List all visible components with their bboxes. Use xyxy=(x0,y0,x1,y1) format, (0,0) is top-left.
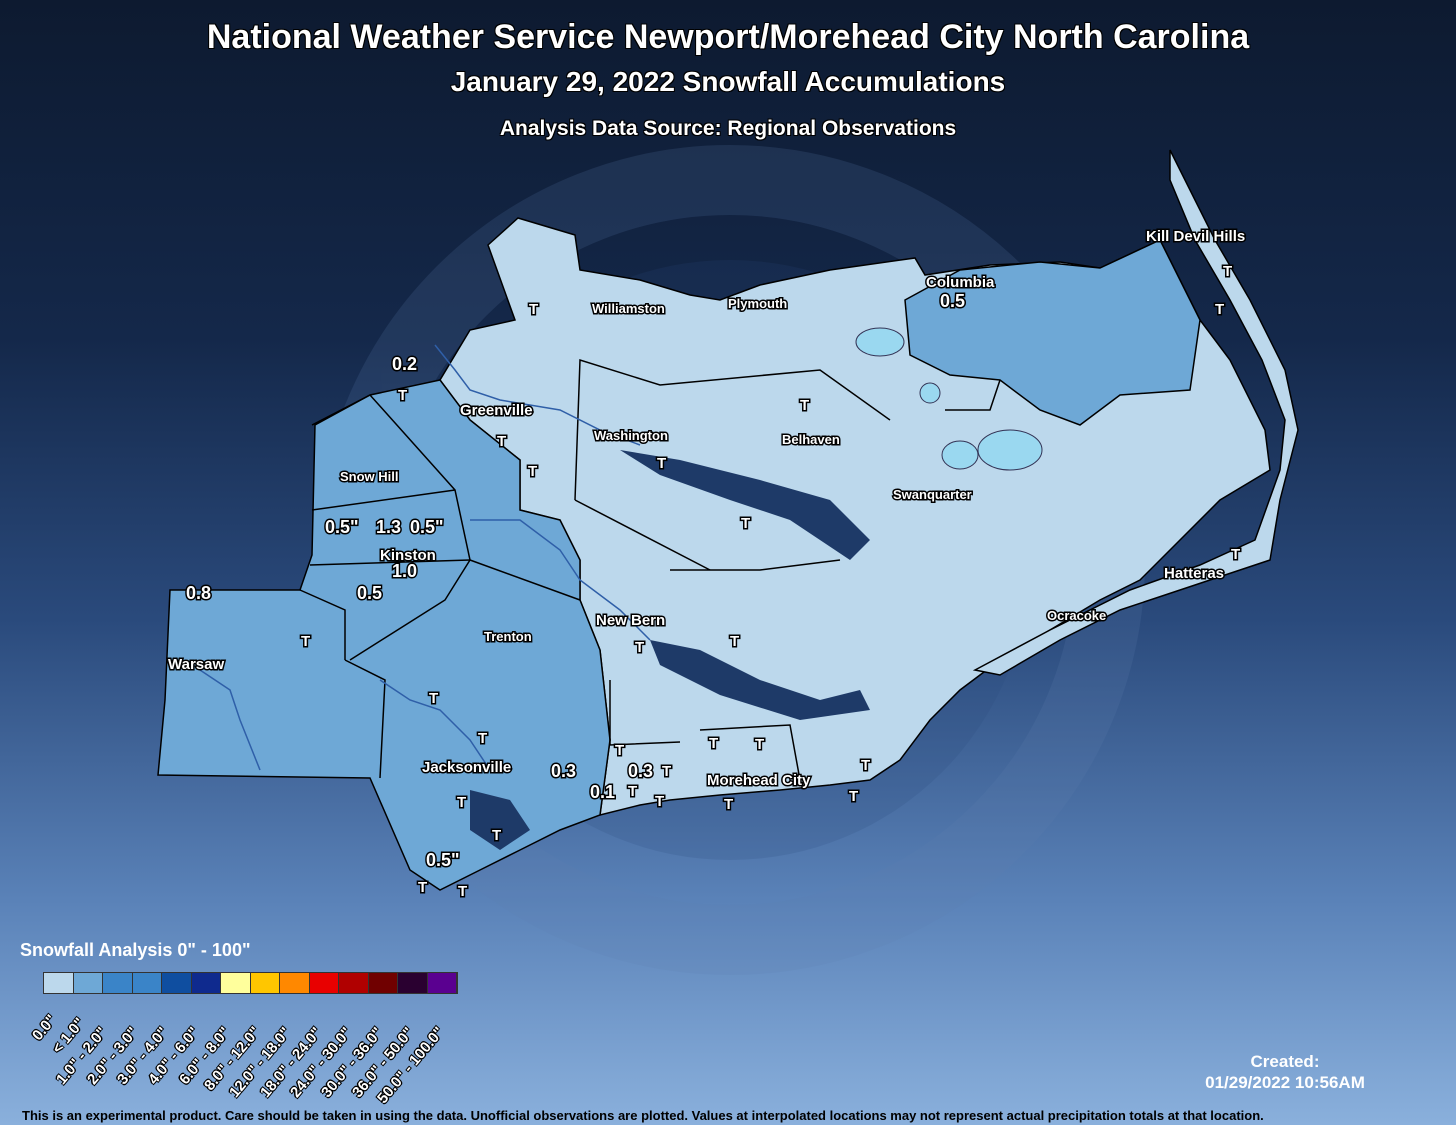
legend-color-bar xyxy=(43,972,458,994)
trace-marker: T xyxy=(741,515,750,532)
obs-duplin-north: 0.8 xyxy=(186,583,211,603)
obs-swansboro: 0.1 xyxy=(590,782,615,802)
trace-marker: T xyxy=(709,735,718,752)
trace-marker: T xyxy=(635,639,644,656)
legend-swatch xyxy=(221,973,251,993)
obs-columbia: 0.5 xyxy=(940,291,965,311)
land-ne-region xyxy=(904,239,1201,426)
place-columbia: Columbia xyxy=(926,274,995,291)
legend-title: Snowfall Analysis 0" - 100" xyxy=(20,940,251,960)
trace-marker: T xyxy=(478,730,487,747)
place-morehead-city: Morehead City xyxy=(707,772,811,789)
legend-swatch xyxy=(309,973,339,993)
place-kill-devil-hills: Kill Devil Hills xyxy=(1146,228,1245,245)
rivers xyxy=(199,344,651,771)
data-source: Analysis Data Source: Regional Observati… xyxy=(499,117,957,140)
trace-marker: T xyxy=(528,463,537,480)
place-swanquarter: Swanquarter xyxy=(893,487,972,502)
trace-marker: T xyxy=(398,387,407,404)
trace-marker: T xyxy=(301,633,310,650)
obs-snow-hill-b: 1.3 xyxy=(376,517,401,537)
map-title: National Weather Service Newport/Morehea… xyxy=(206,18,1250,56)
bogue-sound xyxy=(470,790,530,850)
trace-marker: T xyxy=(497,433,506,450)
place-washington: Washington xyxy=(594,428,668,443)
legend-swatch xyxy=(339,973,369,993)
legend-swatch xyxy=(368,973,398,993)
trace-marker: T xyxy=(418,879,427,896)
pamlico-river xyxy=(620,450,870,560)
created-timestamp: 01/29/2022 10:56AM xyxy=(1205,1073,1365,1092)
place-trenton: Trenton xyxy=(484,629,532,644)
trace-markers: T T T T T T T T T T T T T T T T T T T T T T T T T T T T xyxy=(300,262,1242,902)
trace-marker: T xyxy=(1231,546,1240,563)
place-belhaven: Belhaven xyxy=(782,432,840,447)
obs-snow-hill-c: 0.5" xyxy=(410,517,444,537)
place-warsaw: Warsaw xyxy=(168,656,224,673)
trace-marker: T xyxy=(655,793,664,810)
lake-pungo xyxy=(919,382,941,404)
legend-swatch xyxy=(191,973,221,993)
obs-north-greene: 0.2 xyxy=(392,354,417,374)
legend-swatch xyxy=(280,973,310,993)
disclaimer: This is an experimental product. Care sh… xyxy=(22,1108,1264,1123)
obs-kinston: 1.0 xyxy=(392,561,417,581)
legend-swatch xyxy=(162,973,192,993)
created-label: Created: xyxy=(1250,1052,1320,1071)
outer-banks xyxy=(972,149,1299,676)
legend-swatch xyxy=(427,973,457,993)
trace-marker: T xyxy=(730,633,739,650)
legend-swatch xyxy=(103,973,133,993)
neuse-river xyxy=(650,640,870,720)
map-subtitle: January 29, 2022 Snowfall Accumulations xyxy=(450,66,1006,97)
place-jacksonville: Jacksonville xyxy=(422,759,511,776)
obs-lenoir-south: 0.5 xyxy=(357,583,382,603)
trace-marker: T xyxy=(1215,301,1224,318)
trace-marker: T xyxy=(458,883,467,900)
lake-small-1 xyxy=(941,440,979,470)
trace-marker: T xyxy=(457,794,466,811)
place-ocracoke: Ocracoke xyxy=(1047,608,1106,623)
trace-marker: T xyxy=(724,796,733,813)
obs-snow-hill-a: 0.5" xyxy=(325,517,359,537)
trace-marker: T xyxy=(429,690,438,707)
lake-phelps xyxy=(855,327,905,357)
trace-marker: T xyxy=(1223,263,1232,280)
trace-marker: T xyxy=(755,736,764,753)
place-snow-hill: Snow Hill xyxy=(340,469,399,484)
trace-marker: T xyxy=(628,783,637,800)
place-williamston: Williamston xyxy=(592,301,665,316)
place-plymouth: Plymouth xyxy=(728,296,787,311)
obs-onslow-east: 0.3 xyxy=(551,761,576,781)
county-lines xyxy=(299,358,1001,781)
place-kinston: Kinston xyxy=(380,547,436,564)
trace-marker: T xyxy=(800,397,809,414)
trace-marker: T xyxy=(492,827,501,844)
place-greenville: Greenville xyxy=(460,402,533,419)
trace-marker: T xyxy=(529,301,538,318)
obs-carteret-west: 0.3 xyxy=(628,761,653,781)
place-new-bern: New Bern xyxy=(596,612,665,629)
lake-mattamuskeet xyxy=(977,429,1043,471)
legend-swatch xyxy=(73,973,103,993)
created-stamp: Created: 01/29/2022 10:56AM xyxy=(1170,1051,1400,1093)
legend-swatch xyxy=(250,973,280,993)
trace-marker: T xyxy=(662,763,671,780)
legend-swatch xyxy=(398,973,428,993)
land-medium-region xyxy=(157,379,611,891)
legend-swatch xyxy=(44,973,74,993)
trace-marker: T xyxy=(615,742,624,759)
place-hatteras: Hatteras xyxy=(1164,565,1224,582)
trace-marker: T xyxy=(657,455,666,472)
obs-onslow-south: 0.5" xyxy=(426,850,460,870)
trace-marker: T xyxy=(861,757,870,774)
legend-swatch xyxy=(132,973,162,993)
trace-marker: T xyxy=(849,788,858,805)
